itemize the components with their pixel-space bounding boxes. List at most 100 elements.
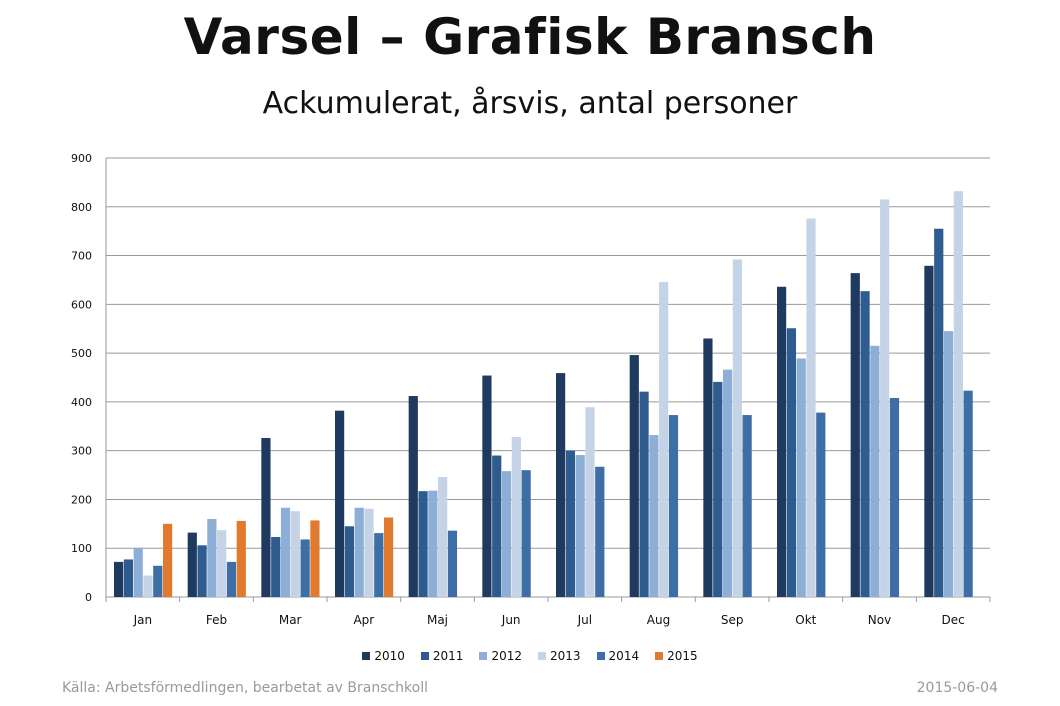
bar-2011 (492, 455, 502, 597)
bar-2010 (408, 396, 418, 597)
legend-swatch (538, 652, 546, 660)
legend-item: 2013 (538, 649, 581, 663)
chart-legend: 2010 2011 2012 2013 2014 2015 (0, 649, 1060, 663)
y-tick-label: 900 (71, 152, 92, 165)
legend-swatch (596, 652, 605, 660)
bar-2010 (187, 532, 197, 597)
bar-2014 (226, 561, 237, 597)
bar-2015 (384, 517, 394, 597)
bar-2015 (163, 523, 173, 597)
x-tick-label: Apr (353, 613, 374, 627)
bar-2011 (271, 537, 281, 597)
bar-2010 (556, 373, 566, 597)
y-tick-label: 200 (71, 493, 92, 506)
bar-2010 (261, 437, 271, 597)
bar-2011 (934, 228, 944, 597)
x-tick-label: Dec (942, 613, 965, 627)
bar-2013 (880, 199, 890, 597)
x-tick-label: Maj (427, 613, 448, 627)
legend-item: 2014 (596, 649, 640, 663)
x-tick-label: Nov (868, 613, 891, 627)
bar-2014 (742, 415, 752, 597)
bar-2011 (860, 291, 870, 597)
bar-2013 (953, 191, 963, 597)
bar-2013 (438, 477, 448, 597)
bar-2010 (335, 410, 345, 597)
bar-2012 (207, 518, 217, 597)
legend-item: 2011 (420, 649, 464, 663)
bar-2014 (521, 470, 531, 597)
x-tick-label: Jun (501, 613, 521, 627)
bar-2012 (501, 471, 512, 597)
bar-2012 (722, 369, 733, 597)
chart-subtitle: Ackumulerat, årsvis, antal personer (262, 86, 798, 121)
y-tick-label: 600 (71, 298, 92, 311)
bar-2012 (796, 358, 806, 597)
bar-2013 (290, 511, 300, 597)
y-tick-label: 0 (85, 591, 92, 604)
bar-2014 (595, 466, 605, 597)
bar-2013 (585, 407, 595, 597)
bar-2011 (565, 450, 575, 597)
bar-2014 (374, 533, 384, 597)
x-tick-label: Okt (795, 613, 816, 627)
legend-label: 2011 (432, 649, 464, 663)
bar-2014 (963, 390, 973, 597)
chart-title: Varsel – Grafisk Bransch (183, 8, 877, 66)
bar-2012 (943, 331, 954, 597)
bar-2014 (889, 397, 900, 597)
bar-2012 (649, 435, 659, 597)
y-tick-label: 300 (71, 445, 92, 458)
y-tick-label: 100 (71, 542, 92, 555)
y-tick-label: 500 (71, 347, 92, 360)
bar-2014 (300, 539, 310, 597)
bar-2012 (280, 507, 291, 597)
legend-swatch (655, 652, 664, 660)
source-note: Källa: Arbetsförmedlingen, bearbetat av … (62, 680, 429, 696)
x-tick-label: Jan (133, 613, 153, 627)
bar-2014 (668, 415, 679, 597)
legend-swatch (420, 652, 429, 660)
legend-label: 2012 (491, 649, 522, 663)
legend-label: 2015 (667, 649, 698, 663)
legend-label: 2010 (374, 649, 405, 663)
bar-2015 (310, 520, 320, 597)
legend-item: 2012 (479, 649, 522, 663)
bar-2012 (354, 507, 364, 597)
legend-item: 2015 (655, 649, 698, 663)
legend-swatch (362, 652, 371, 660)
bar-2012 (575, 455, 585, 597)
bar-2011 (197, 545, 207, 597)
bar-2010 (114, 561, 124, 597)
bar-2011 (123, 559, 133, 597)
bar-2012 (428, 490, 438, 597)
x-tick-label: Mar (279, 613, 302, 627)
bar-2015 (236, 520, 246, 597)
bar-2014 (816, 412, 826, 597)
x-tick-label: Sep (721, 613, 744, 627)
legend-label: 2013 (550, 649, 581, 663)
date-note: 2015-06-04 (916, 680, 998, 696)
bar-2011 (418, 491, 428, 597)
bar-2012 (870, 345, 880, 597)
bar-2013 (659, 281, 669, 597)
bar-2014 (447, 530, 458, 597)
y-tick-label: 400 (71, 396, 92, 409)
bar-2013 (364, 508, 374, 597)
legend-swatch (479, 652, 488, 660)
bar-2010 (850, 273, 860, 597)
y-tick-label: 800 (71, 201, 92, 214)
bar-2010 (482, 375, 492, 597)
bar-2013 (143, 575, 153, 597)
bar-2011 (639, 391, 649, 597)
bar-2013 (217, 530, 227, 597)
bar-2013 (732, 259, 742, 597)
bar-2010 (924, 265, 934, 597)
bar-2013 (511, 437, 521, 597)
bar-2012 (133, 547, 143, 597)
bar-2013 (806, 218, 816, 598)
bar-2011 (344, 526, 354, 597)
legend-item: 2010 (362, 649, 405, 663)
legend-label: 2014 (608, 649, 640, 663)
